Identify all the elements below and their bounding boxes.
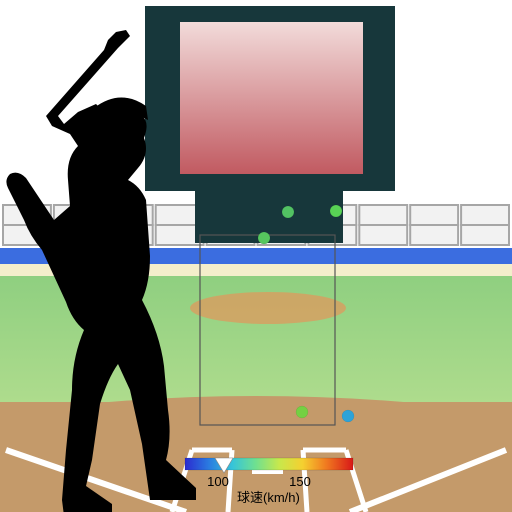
stands-panel <box>461 205 509 225</box>
pitchers-mound <box>190 292 346 324</box>
pitch-marker <box>296 406 308 418</box>
pitch-marker <box>342 410 354 422</box>
legend-label: 球速(km/h) <box>237 490 300 505</box>
stands-panel <box>359 205 407 225</box>
stands-panel <box>461 225 509 245</box>
legend-tick: 150 <box>289 474 311 489</box>
pitch-marker <box>282 206 294 218</box>
scoreboard-screen <box>180 22 363 174</box>
legend-colorbar <box>185 458 353 470</box>
legend-tick: 100 <box>207 474 229 489</box>
pitch-marker <box>330 205 342 217</box>
stands-panel <box>359 225 407 245</box>
pitch-marker <box>258 232 270 244</box>
stands-panel <box>410 205 458 225</box>
stands-panel <box>410 225 458 245</box>
